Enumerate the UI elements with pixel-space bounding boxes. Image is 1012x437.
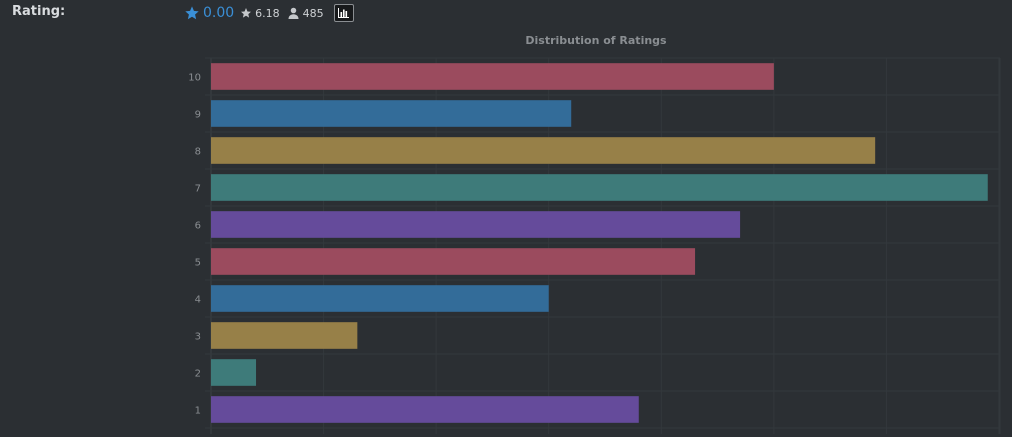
y-axis-labels: 10 9 8 7 6 5 4 3 2 1: [188, 73, 201, 417]
y-tick-label: 3: [195, 332, 201, 343]
bar-rating-7[interactable]: [211, 174, 988, 201]
rating-label: Rating:: [12, 4, 66, 19]
y-tick-label: 7: [195, 184, 201, 195]
bar-rating-6[interactable]: [211, 211, 741, 238]
bar-rating-9[interactable]: [211, 100, 572, 127]
chart-grid: [205, 57, 1001, 434]
average-rating-star-icon: [240, 7, 252, 19]
average-rating-value: 6.18: [255, 6, 280, 20]
chart-toggle-button[interactable]: [333, 4, 354, 22]
bar-rating-8[interactable]: [211, 137, 876, 164]
y-tick-label: 2: [195, 369, 201, 380]
y-tick-label: 9: [195, 110, 201, 121]
bar-rating-4[interactable]: [211, 285, 549, 312]
y-tick-label: 10: [188, 73, 201, 84]
vote-count-value: 485: [302, 6, 324, 20]
bar-chart-icon: [338, 8, 350, 18]
rating-summary: 0.00 6.18 485: [184, 3, 354, 23]
chart-bars: [211, 63, 988, 423]
bar-rating-5[interactable]: [211, 248, 696, 275]
y-tick-label: 8: [195, 147, 201, 158]
chart-title: Distribution of Ratings: [525, 34, 667, 47]
user-rating-value: 0.00: [203, 5, 235, 21]
bar-rating-1[interactable]: [211, 396, 639, 423]
y-tick-label: 5: [195, 258, 201, 269]
user-icon: [288, 7, 299, 19]
y-tick-label: 1: [195, 406, 201, 417]
user-rating-star-icon[interactable]: [184, 5, 200, 21]
y-tick-label: 6: [195, 221, 201, 232]
bar-rating-3[interactable]: [211, 322, 358, 349]
y-tick-label: 4: [195, 295, 201, 306]
bar-rating-10[interactable]: [211, 63, 774, 90]
bar-rating-2[interactable]: [211, 359, 257, 386]
